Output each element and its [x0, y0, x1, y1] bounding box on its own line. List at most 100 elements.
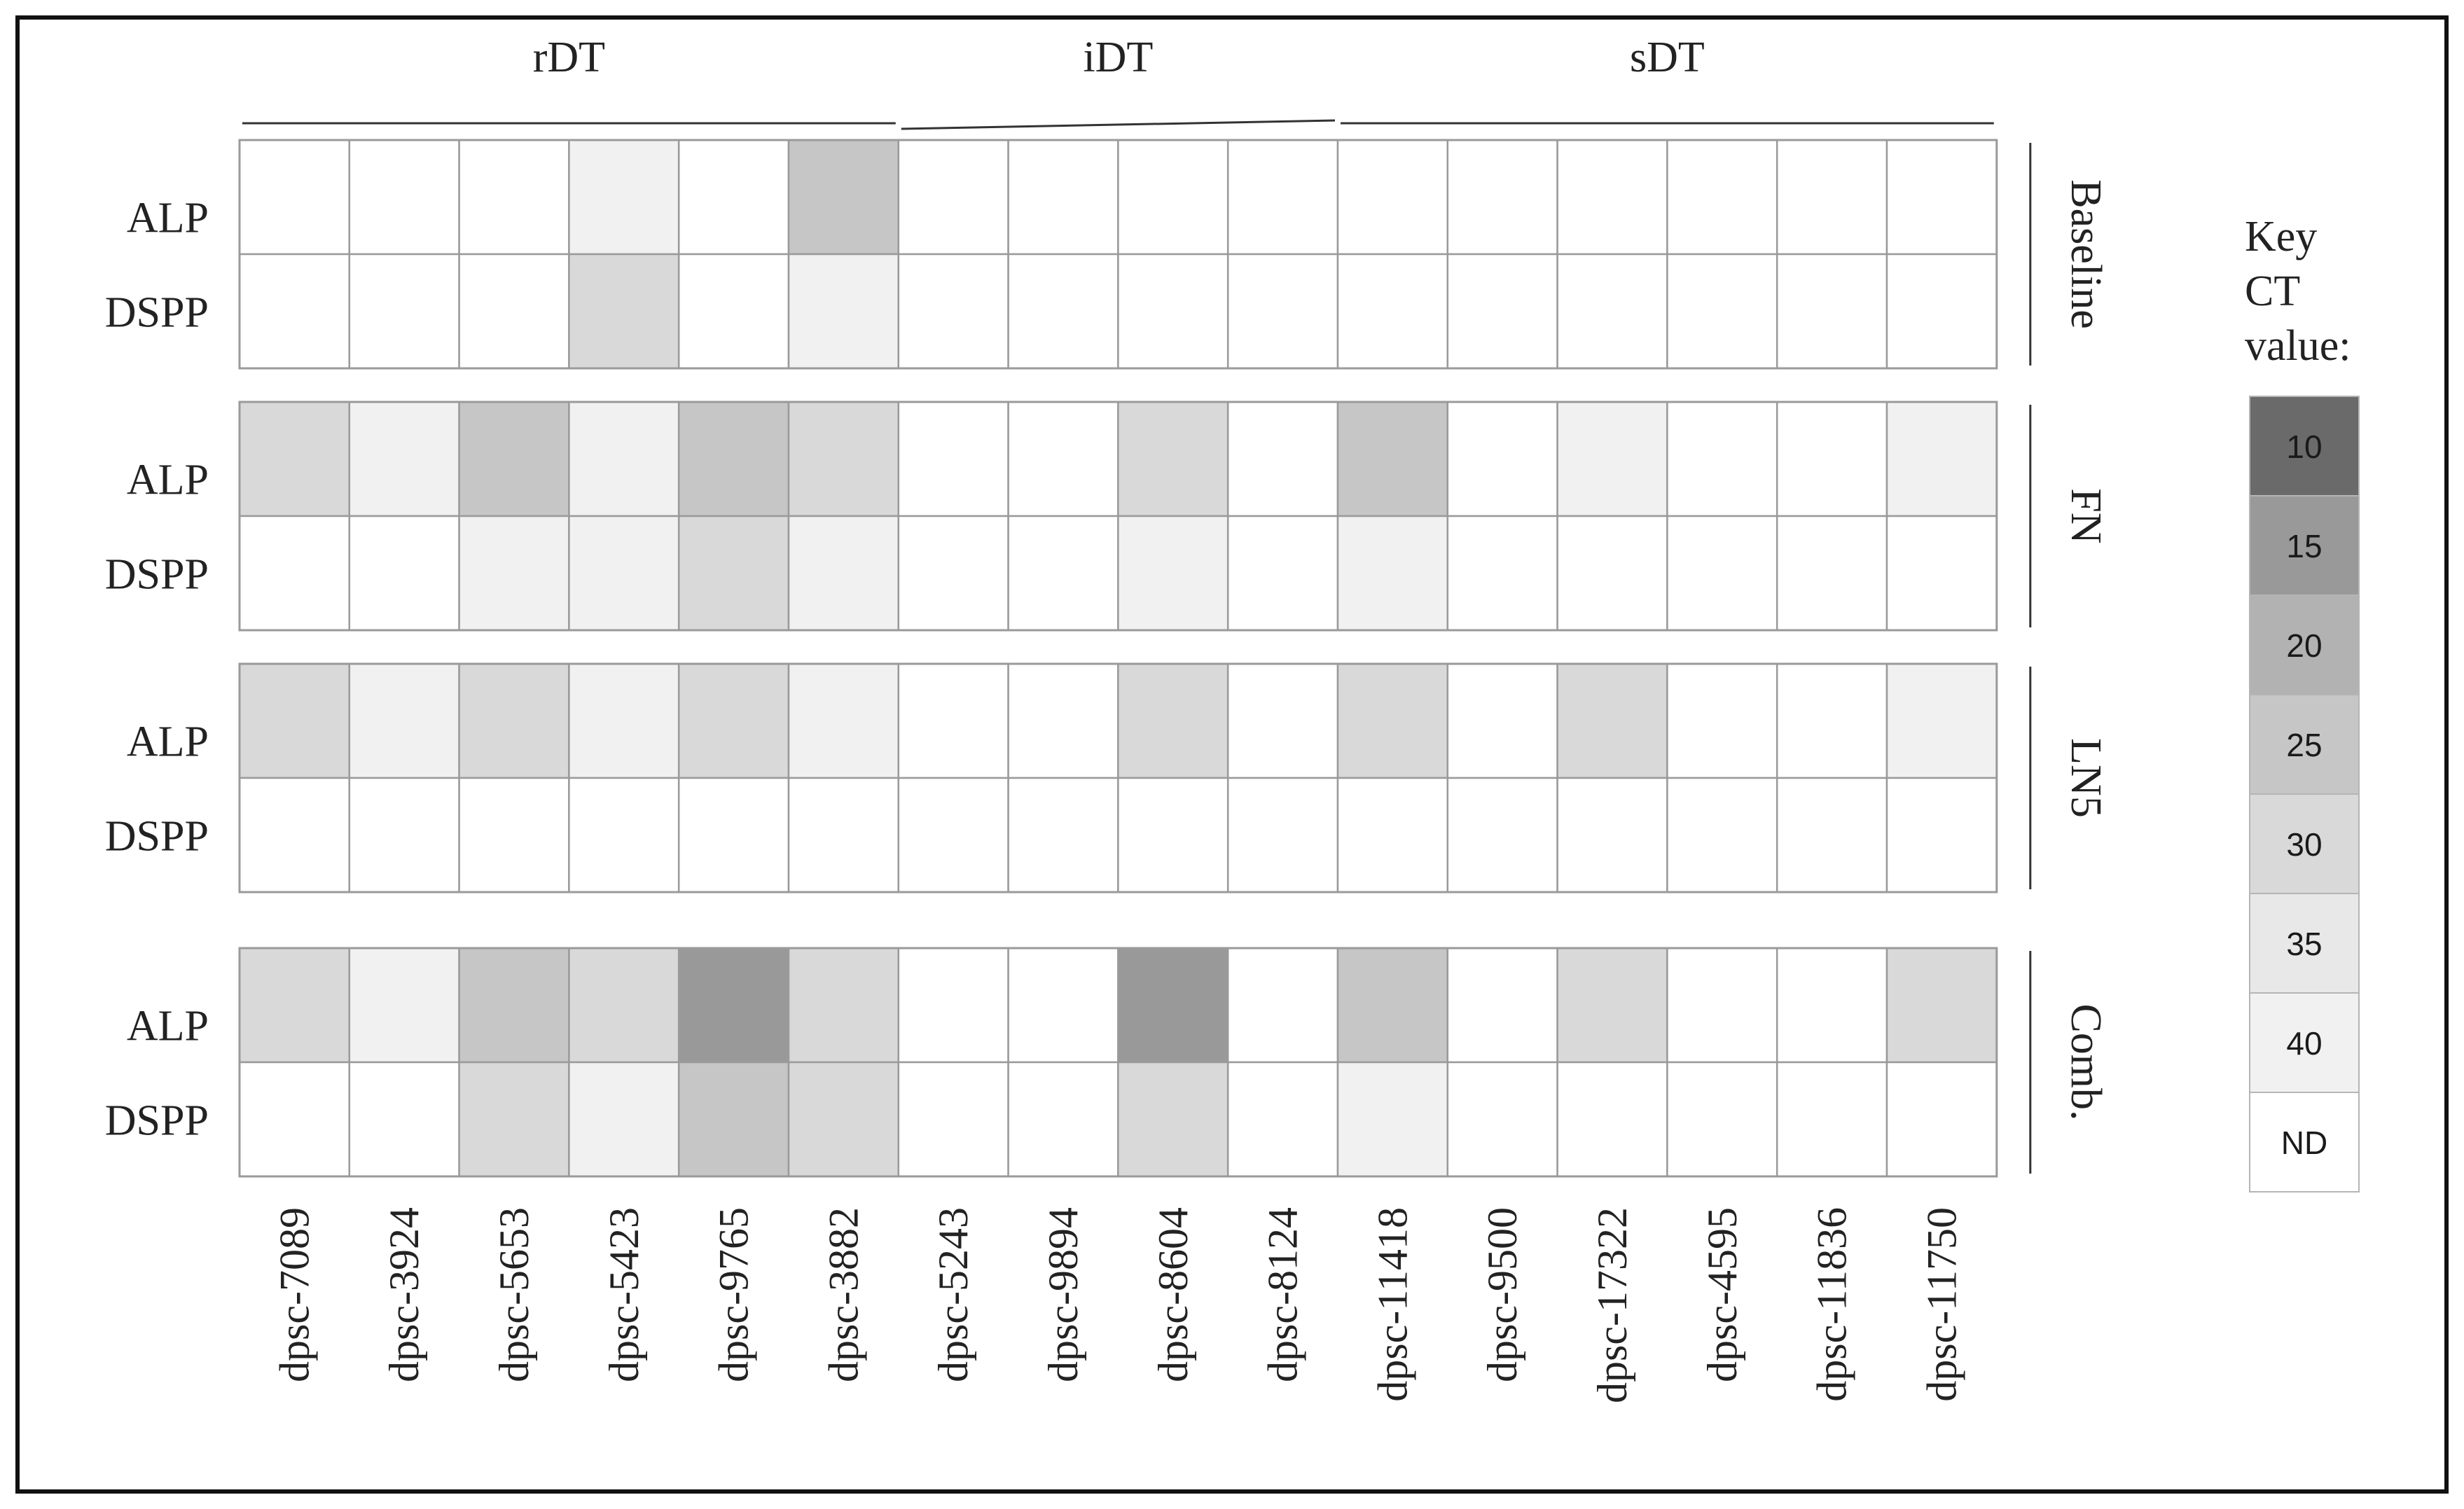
heatmap-cell-FN-ALP-dpsc-8604 — [1117, 401, 1229, 517]
column-label-dpsc-7089: dpsc-7089 — [271, 1207, 317, 1382]
key-label-30: 30 — [2286, 826, 2322, 863]
condition-label-Comb: Comb. — [2062, 1003, 2110, 1120]
key-swatch-10 — [2249, 396, 2360, 496]
heatmap-cell-Comb-DSPP-dpsc-9500 — [1446, 1061, 1558, 1178]
heatmap-cell-FN-ALP-dpsc-9500 — [1446, 401, 1558, 517]
group-label-sDT: sDT — [1630, 34, 1705, 81]
heatmap-cell-Baseline-DSPP-dpsc-3924 — [348, 253, 460, 370]
key-swatch-ND — [2249, 1092, 2360, 1192]
heatmap-cell-Baseline-DSPP-dpsc-8604 — [1117, 253, 1229, 370]
heatmap-cell-Baseline-ALP-dpsc-4595 — [1666, 139, 1778, 256]
heatmap-cell-FN-ALP-dpsc-17322 — [1556, 401, 1668, 517]
heatmap-cell-FN-DSPP-dpsc-3882 — [787, 515, 900, 632]
heatmap-cell-FN-DSPP-dpsc-8604 — [1117, 515, 1229, 632]
heatmap-cell-FN-DSPP-dpsc-3924 — [348, 515, 460, 632]
heatmap-cell-LN5-ALP-dpsc-5243 — [897, 662, 1009, 779]
condition-label-FN: FN — [2062, 488, 2110, 543]
heatmap-cell-Baseline-ALP-dpsc-7089 — [238, 139, 351, 256]
key-label-15: 15 — [2286, 528, 2322, 564]
column-label-dpsc-9894: dpsc-9894 — [1040, 1207, 1086, 1382]
heatmap-cell-Baseline-DSPP-dpsc-11418 — [1336, 253, 1449, 370]
column-label-dpsc-8124: dpsc-8124 — [1260, 1207, 1306, 1382]
row-label-DSPP: DSPP — [105, 551, 209, 599]
row-label-ALP: ALP — [127, 718, 209, 766]
heatmap-cell-Comb-ALP-dpsc-9500 — [1446, 947, 1558, 1064]
heatmap-cell-Baseline-DSPP-dpsc-5243 — [897, 253, 1009, 370]
heatmap-cell-Baseline-ALP-dpsc-5423 — [568, 139, 680, 256]
heatmap-cell-LN5-DSPP-dpsc-8124 — [1226, 777, 1339, 893]
heatmap-cell-FN-ALP-dpsc-7089 — [238, 401, 351, 517]
group-bracket-iDT — [901, 119, 1336, 130]
heatmap-cell-LN5-ALP-dpsc-3882 — [787, 662, 900, 779]
heatmap-cell-Comb-DSPP-dpsc-11418 — [1336, 1061, 1449, 1178]
column-label-dpsc-8604: dpsc-8604 — [1150, 1207, 1196, 1382]
heatmap-cell-Comb-DSPP-dpsc-9765 — [677, 1061, 790, 1178]
heatmap-cell-LN5-ALP-dpsc-3924 — [348, 662, 460, 779]
heatmap-cell-Baseline-DSPP-dpsc-4595 — [1666, 253, 1778, 370]
heatmap-cell-FN-ALP-dpsc-11418 — [1336, 401, 1449, 517]
heatmap-cell-FN-ALP-dpsc-11836 — [1776, 401, 1888, 517]
heatmap-cell-Comb-DSPP-dpsc-17322 — [1556, 1061, 1668, 1178]
heatmap-cell-Baseline-DSPP-dpsc-7089 — [238, 253, 351, 370]
heatmap-cell-FN-DSPP-dpsc-9894 — [1007, 515, 1119, 632]
heatmap-cell-Comb-DSPP-dpsc-3882 — [787, 1061, 900, 1178]
heatmap-cell-Comb-DSPP-dpsc-5243 — [897, 1061, 1009, 1178]
heatmap-cell-Baseline-DSPP-dpsc-3882 — [787, 253, 900, 370]
heatmap-cell-FN-ALP-dpsc-5423 — [568, 401, 680, 517]
heatmap-cell-LN5-DSPP-dpsc-11418 — [1336, 777, 1449, 893]
heatmap-cell-LN5-ALP-dpsc-4595 — [1666, 662, 1778, 779]
key-label-ND: ND — [2281, 1125, 2327, 1161]
key-label-40: 40 — [2286, 1025, 2322, 1062]
key-label-35: 35 — [2286, 926, 2322, 962]
heatmap-cell-FN-DSPP-dpsc-9765 — [677, 515, 790, 632]
heatmap-cell-LN5-DSPP-dpsc-11836 — [1776, 777, 1888, 893]
heatmap-cell-Comb-ALP-dpsc-9765 — [677, 947, 790, 1064]
heatmap-cell-Comb-ALP-dpsc-17322 — [1556, 947, 1668, 1064]
heatmap-cell-Baseline-ALP-dpsc-9500 — [1446, 139, 1558, 256]
heatmap-cell-LN5-DSPP-dpsc-7089 — [238, 777, 351, 893]
heatmap-cell-Baseline-DSPP-dpsc-11836 — [1776, 253, 1888, 370]
heatmap-cell-LN5-ALP-dpsc-7089 — [238, 662, 351, 779]
column-label-dpsc-4595: dpsc-4595 — [1699, 1207, 1745, 1382]
heatmap-cell-FN-ALP-dpsc-11750 — [1885, 401, 1998, 517]
heatmap-cell-FN-DSPP-dpsc-11836 — [1776, 515, 1888, 632]
heatmap-cell-Comb-ALP-dpsc-8604 — [1117, 947, 1229, 1064]
key-swatch-20 — [2249, 594, 2360, 695]
heatmap-cell-LN5-DSPP-dpsc-17322 — [1556, 777, 1668, 893]
column-label-dpsc-11836: dpsc-11836 — [1809, 1207, 1855, 1402]
heatmap-cell-Comb-ALP-dpsc-8124 — [1226, 947, 1339, 1064]
heatmap-cell-Baseline-ALP-dpsc-11418 — [1336, 139, 1449, 256]
heatmap-cell-Comb-ALP-dpsc-9894 — [1007, 947, 1119, 1064]
heatmap-cell-Baseline-ALP-dpsc-8604 — [1117, 139, 1229, 256]
heatmap-cell-FN-ALP-dpsc-9765 — [677, 401, 790, 517]
column-label-dpsc-9500: dpsc-9500 — [1479, 1207, 1525, 1382]
heatmap-cell-Comb-DSPP-dpsc-11836 — [1776, 1061, 1888, 1178]
heatmap-cell-FN-DSPP-dpsc-11418 — [1336, 515, 1449, 632]
key-swatch-30 — [2249, 793, 2360, 894]
column-label-dpsc-5423: dpsc-5423 — [601, 1207, 647, 1382]
condition-label-Baseline: Baseline — [2062, 179, 2110, 329]
heatmap-cell-Baseline-DSPP-dpsc-8124 — [1226, 253, 1339, 370]
group-label-iDT: iDT — [1083, 34, 1153, 81]
heatmap-cell-FN-ALP-dpsc-9894 — [1007, 401, 1119, 517]
heatmap-cell-LN5-DSPP-dpsc-8604 — [1117, 777, 1229, 893]
heatmap-cell-LN5-DSPP-dpsc-9500 — [1446, 777, 1558, 893]
heatmap-cell-FN-DSPP-dpsc-5653 — [458, 515, 570, 632]
heatmap-cell-FN-DSPP-dpsc-17322 — [1556, 515, 1668, 632]
heatmap-cell-LN5-DSPP-dpsc-5423 — [568, 777, 680, 893]
row-label-ALP: ALP — [127, 457, 209, 504]
heatmap-cell-FN-DSPP-dpsc-9500 — [1446, 515, 1558, 632]
heatmap-cell-LN5-ALP-dpsc-8604 — [1117, 662, 1229, 779]
heatmap-cell-FN-DSPP-dpsc-8124 — [1226, 515, 1339, 632]
heatmap-cell-FN-DSPP-dpsc-4595 — [1666, 515, 1778, 632]
heatmap-cell-Baseline-DSPP-dpsc-5653 — [458, 253, 570, 370]
heatmap-cell-FN-ALP-dpsc-4595 — [1666, 401, 1778, 517]
heatmap-cell-Comb-ALP-dpsc-11750 — [1885, 947, 1998, 1064]
row-label-DSPP: DSPP — [105, 1097, 209, 1145]
heatmap-cell-Comb-DSPP-dpsc-7089 — [238, 1061, 351, 1178]
column-label-dpsc-17322: dpsc-17322 — [1589, 1207, 1635, 1403]
heatmap-cell-Comb-ALP-dpsc-5243 — [897, 947, 1009, 1064]
heatmap-cell-Baseline-ALP-dpsc-17322 — [1556, 139, 1668, 256]
heatmap-cell-Baseline-DSPP-dpsc-17322 — [1556, 253, 1668, 370]
